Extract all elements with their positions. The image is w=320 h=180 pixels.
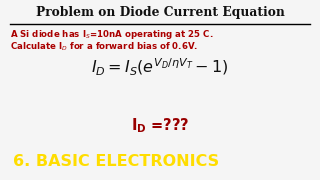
Text: 6. BASIC ELECTRONICS: 6. BASIC ELECTRONICS [13,154,219,169]
Text: Problem on Diode Current Equation: Problem on Diode Current Equation [36,6,284,19]
Text: $\mathbf{I_D}$ =???: $\mathbf{I_D}$ =??? [131,117,189,135]
Text: $I_D = I_S \left( e^{V_D/\eta V_T} - 1 \right)$: $I_D = I_S \left( e^{V_D/\eta V_T} - 1 \… [91,57,229,78]
Text: Calculate I$_D$ for a forward bias of 0.6V.: Calculate I$_D$ for a forward bias of 0.… [10,40,198,53]
Text: A Si diode has I$_S$=10nA operating at 25 C.: A Si diode has I$_S$=10nA operating at 2… [10,28,213,41]
